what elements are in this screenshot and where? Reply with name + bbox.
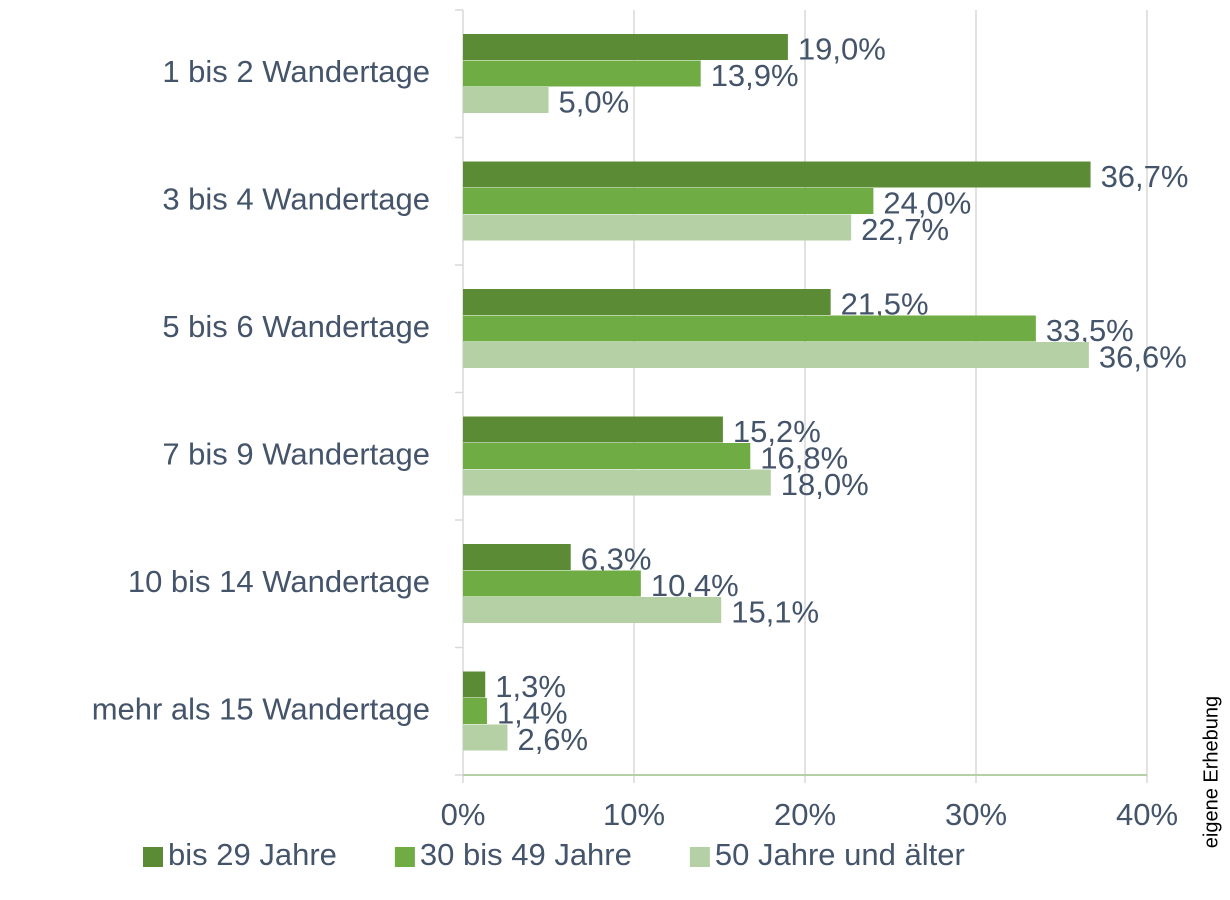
y-tick-label: 3 bis 4 Wandertage	[162, 181, 430, 216]
x-tick-label: 0%	[441, 797, 486, 832]
bar	[463, 570, 641, 597]
value-label: 24,0%	[883, 185, 971, 220]
x-tick-label: 10%	[603, 797, 665, 832]
x-tick-label: 30%	[945, 797, 1007, 832]
y-tick-label: 1 bis 2 Wandertage	[162, 54, 430, 89]
bar	[463, 289, 831, 315]
bar	[463, 161, 1091, 188]
value-label: 13,9%	[711, 58, 799, 93]
legend-swatch	[689, 847, 710, 867]
value-label: 2,6%	[517, 722, 588, 757]
legend-swatch	[143, 847, 163, 867]
bar	[463, 416, 723, 443]
x-tick-label: 20%	[774, 797, 836, 832]
value-label: 19,0%	[798, 31, 886, 66]
value-label: 1,3%	[495, 669, 566, 704]
value-label: 36,7%	[1101, 159, 1189, 194]
value-label: 5,0%	[559, 84, 630, 119]
bar	[463, 315, 1036, 342]
bar	[463, 671, 486, 698]
value-label: 1,4%	[497, 695, 568, 730]
bar	[463, 188, 874, 214]
bar	[463, 698, 487, 724]
source-note: eigene Erhebung	[1200, 696, 1222, 848]
legend-label: 50 Jahre und älter	[715, 837, 965, 872]
bar	[463, 724, 508, 751]
y-tick-label: 7 bis 9 Wandertage	[162, 436, 430, 471]
value-label: 15,1%	[731, 594, 819, 629]
bar	[463, 34, 788, 60]
bar	[463, 60, 701, 87]
value-label: 36,6%	[1099, 339, 1187, 374]
bar	[463, 544, 571, 570]
bar	[463, 469, 771, 496]
bar	[463, 443, 751, 469]
bar	[463, 597, 722, 623]
x-tick-label: 40%	[1116, 797, 1178, 832]
value-label: 16,8%	[760, 440, 848, 475]
legend-swatch	[394, 847, 415, 867]
value-label: 18,0%	[781, 467, 869, 502]
legend-label: 30 bis 49 Jahre	[420, 837, 632, 872]
bar	[463, 87, 549, 113]
y-tick-label: mehr als 15 Wandertage	[92, 691, 430, 726]
value-label: 22,7%	[861, 212, 949, 247]
bar	[463, 342, 1089, 368]
y-tick-label: 10 bis 14 Wandertage	[128, 564, 430, 599]
y-tick-label: 5 bis 6 Wandertage	[162, 309, 430, 344]
bar	[463, 214, 852, 241]
legend-label: bis 29 Jahre	[168, 837, 337, 872]
